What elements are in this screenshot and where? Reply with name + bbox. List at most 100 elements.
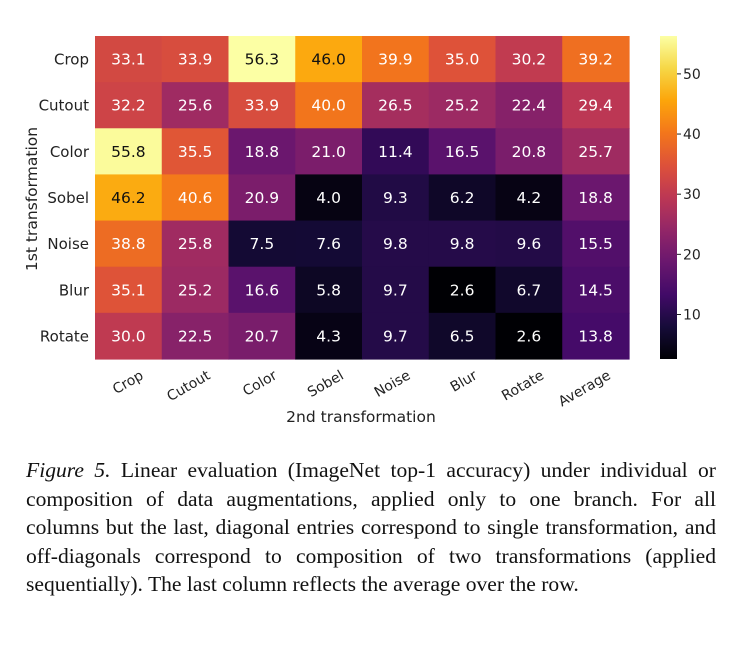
x-axis-label: 2nd transformation <box>286 408 436 426</box>
heatmap-cell <box>562 82 630 129</box>
heatmap-cell <box>228 312 296 360</box>
heatmap-cell <box>95 312 163 360</box>
heatmap-cell <box>295 82 363 129</box>
cell-value-label: 15.5 <box>578 235 613 253</box>
cell-value-label: 39.2 <box>578 51 613 69</box>
y-tick-label: Rotate <box>40 327 89 345</box>
x-tick-label: Sobel <box>305 368 347 401</box>
colorbar-tick-label: 20 <box>683 247 701 263</box>
x-tick-label: Blur <box>448 367 481 395</box>
cell-value-label: 9.7 <box>383 281 408 299</box>
heatmap-cell <box>95 128 163 176</box>
heatmap-cell <box>228 36 296 83</box>
heatmap-cell <box>428 266 497 314</box>
cell-value-label: 33.9 <box>245 97 280 115</box>
heatmap-cell <box>495 82 563 129</box>
heatmap-cell <box>362 266 430 314</box>
cell-value-label: 25.8 <box>178 235 213 253</box>
heatmap-cell <box>495 220 563 268</box>
heatmap-cell <box>428 174 497 222</box>
cell-value-label: 2.6 <box>517 327 542 345</box>
cell-value-label: 35.5 <box>178 143 213 161</box>
heatmap-cell <box>161 82 230 129</box>
heatmap-cell <box>295 174 363 222</box>
y-tick-label: Sobel <box>47 189 89 207</box>
x-tick-label: Rotate <box>499 368 547 405</box>
heatmap-cell <box>562 312 630 360</box>
colorbar-tick-label: 10 <box>683 307 701 323</box>
heatmap-cell <box>95 266 163 314</box>
cell-value-label: 40.0 <box>311 97 346 115</box>
heatmap-cell <box>161 266 230 314</box>
x-tick-label: Cutout <box>164 367 213 405</box>
heatmap-cell <box>562 128 630 176</box>
heatmap-cell <box>362 174 430 222</box>
cell-value-label: 9.3 <box>383 189 408 207</box>
cell-value-label: 25.2 <box>178 281 213 299</box>
x-tick-label: Noise <box>372 368 414 401</box>
colorbar-tick-label: 40 <box>683 127 701 143</box>
cell-value-label: 46.2 <box>111 189 146 207</box>
heatmap-cell <box>362 128 430 176</box>
colorbar-ticks: 10 20 30 40 50 <box>677 67 701 323</box>
cell-value-label: 9.8 <box>383 235 408 253</box>
heatmap-cell <box>495 312 563 360</box>
heatmap-cell <box>562 36 630 83</box>
heatmap-cell <box>295 128 363 176</box>
heatmap-cell <box>562 174 630 222</box>
heatmap-cells <box>95 36 630 360</box>
heatmap-cell <box>161 312 230 360</box>
caption-label: Figure 5. <box>26 458 111 482</box>
cell-value-label: 16.5 <box>445 143 480 161</box>
heatmap-cell <box>95 220 163 268</box>
y-tick-label: Crop <box>54 51 89 69</box>
heatmap-cell <box>428 312 497 360</box>
cell-value-label: 7.6 <box>316 235 341 253</box>
heatmap-cell <box>495 266 563 314</box>
x-tick-label: Color <box>240 367 280 399</box>
heatmap-cell <box>228 220 296 268</box>
figure-caption: Figure 5. Linear evaluation (ImageNet to… <box>26 456 716 599</box>
cell-value-label: 5.8 <box>316 281 341 299</box>
y-tick-label: Blur <box>59 281 90 299</box>
heatmap-cell <box>362 220 430 268</box>
cell-value-label: 9.8 <box>450 235 475 253</box>
cell-value-label: 4.3 <box>316 327 341 345</box>
cell-value-label: 32.2 <box>111 97 146 115</box>
heatmap-chart: 33.1 33.9 56.3 46.0 39.9 35.0 30.2 39.2 32.2 25.6… <box>23 36 701 426</box>
cell-value-label: 40.6 <box>178 189 213 207</box>
cell-value-label: 14.5 <box>578 281 613 299</box>
cell-value-label: 39.9 <box>378 51 413 69</box>
heatmap-cell <box>161 220 230 268</box>
cell-value-label: 20.9 <box>245 189 280 207</box>
heatmap-cell <box>228 266 296 314</box>
heatmap-cell <box>562 266 630 314</box>
heatmap-cell <box>161 36 230 83</box>
cell-value-label: 6.2 <box>450 189 475 207</box>
cell-value-label: 13.8 <box>578 327 613 345</box>
cell-value-label: 55.8 <box>111 143 146 161</box>
heatmap-cell <box>428 82 497 129</box>
y-tick-label: Cutout <box>39 97 90 115</box>
heatmap-cell <box>362 312 430 360</box>
cell-value-label: 16.6 <box>245 281 280 299</box>
y-axis-label: 1st transformation <box>23 127 41 271</box>
cell-value-label: 20.8 <box>512 143 547 161</box>
cell-value-label: 25.2 <box>445 97 480 115</box>
heatmap-cell-labels: 33.1 33.9 56.3 46.0 39.9 35.0 30.2 39.2 32.2 25.6… <box>111 51 613 346</box>
heatmap-cell <box>228 82 296 129</box>
heatmap-cell <box>495 36 563 83</box>
cell-value-label: 25.7 <box>578 143 613 161</box>
heatmap-cell <box>95 36 163 83</box>
cell-value-label: 22.5 <box>178 327 213 345</box>
colorbar-tick-label: 30 <box>683 187 701 203</box>
heatmap-cell <box>362 82 430 129</box>
cell-value-label: 11.4 <box>378 143 413 161</box>
heatmap-cell <box>495 128 563 176</box>
cell-value-label: 6.7 <box>517 281 542 299</box>
cell-value-label: 18.8 <box>245 143 280 161</box>
x-tick-label: Crop <box>110 368 146 398</box>
cell-value-label: 21.0 <box>311 143 346 161</box>
heatmap-cell <box>295 312 363 360</box>
cell-value-label: 35.1 <box>111 281 146 299</box>
